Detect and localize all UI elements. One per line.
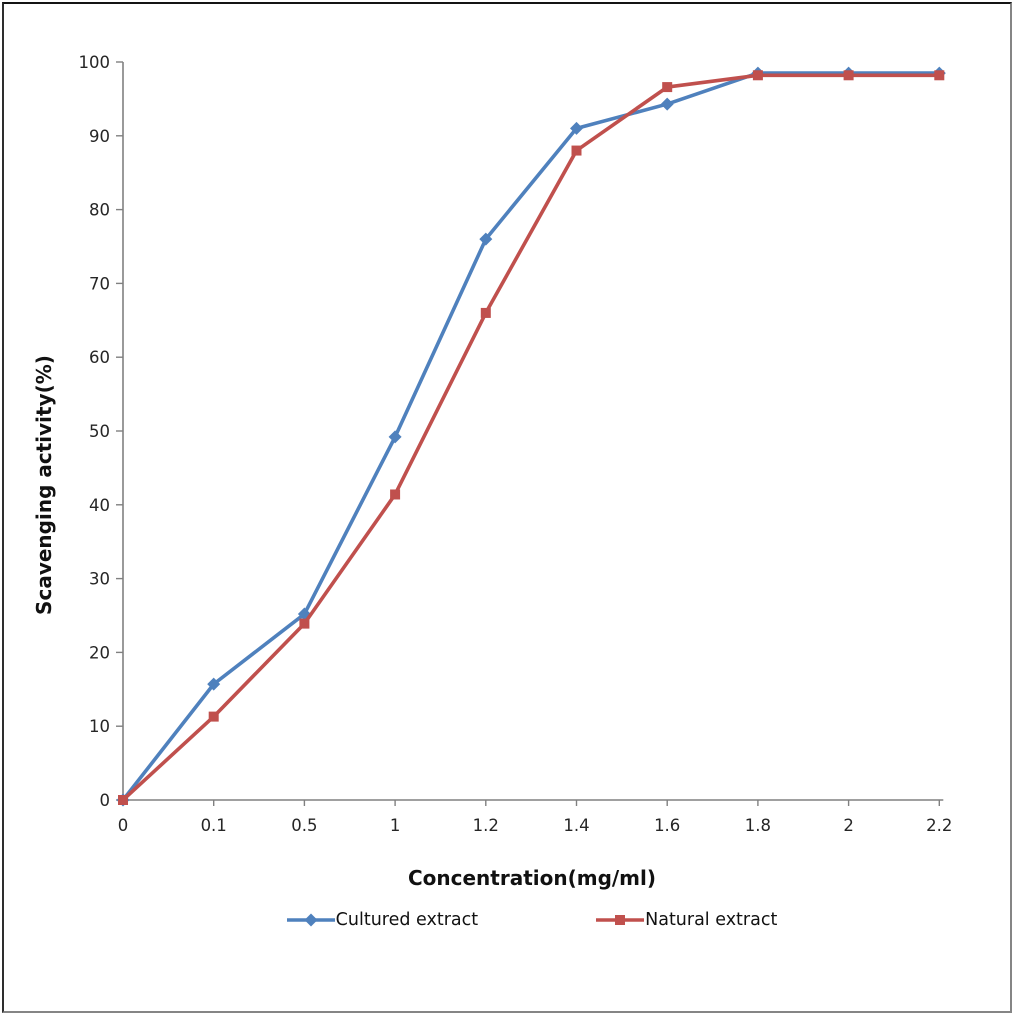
x-tick-label: 1.2 xyxy=(473,816,499,835)
data-point-natural-extract xyxy=(208,711,219,722)
data-point-cultured-extract xyxy=(207,677,221,691)
legend-square-icon xyxy=(615,915,626,925)
data-point-cultured-extract xyxy=(479,232,493,246)
series-line-natural-extract xyxy=(121,73,942,802)
y-tick-label: 10 xyxy=(89,717,110,736)
x-tick-label: 1 xyxy=(390,816,401,835)
y-tick-label: 90 xyxy=(89,127,110,146)
legend-item-cultured-extract: Cultured extract xyxy=(286,910,479,930)
legend-diamond-icon xyxy=(304,913,318,927)
legend-label: Natural extract xyxy=(645,910,778,930)
x-tick-label: 1.4 xyxy=(563,816,589,835)
data-point-cultured-extract xyxy=(660,97,674,111)
series-cultured-extract xyxy=(116,66,946,807)
x-tick-label: 1.6 xyxy=(654,816,680,835)
legend: Cultured extract Natural extract xyxy=(123,910,941,930)
data-point-natural-extract xyxy=(934,70,945,81)
plot-area: 0 10 20 30 40 50 60 70 80 90 100 0 0.1 0.5 1 1.2 1.4 1.6 1… xyxy=(79,53,953,835)
series-natural-extract xyxy=(118,70,945,805)
data-point-natural-extract xyxy=(662,82,673,93)
x-tick-label: 0 xyxy=(118,816,129,835)
data-point-natural-extract xyxy=(843,70,854,81)
x-tick-label: 2.2 xyxy=(926,816,952,835)
series-line-cultured-extract xyxy=(121,71,942,802)
data-point-natural-extract xyxy=(571,145,582,156)
data-point-natural-extract xyxy=(118,795,128,805)
data-point-natural-extract xyxy=(299,618,310,629)
x-tick-label: 0.1 xyxy=(201,816,227,835)
y-tick-label: 0 xyxy=(100,791,111,810)
legend-label: Cultured extract xyxy=(335,910,479,930)
x-tick-label: 0.5 xyxy=(291,816,317,835)
y-tick-label: 30 xyxy=(89,570,110,589)
data-point-cultured-extract xyxy=(570,121,583,135)
legend-item-natural-extract: Natural extract xyxy=(596,910,777,930)
y-tick-label: 70 xyxy=(89,274,110,293)
y-tick-label: 50 xyxy=(89,422,110,441)
y-tick-label: 80 xyxy=(89,201,110,220)
x-axis-title: Concentration(mg/ml) xyxy=(407,866,657,890)
x-tick-label: 1.8 xyxy=(745,816,771,835)
y-tick-label: 60 xyxy=(89,348,110,367)
y-tick-label: 40 xyxy=(89,496,110,515)
legend-marker-square-icon xyxy=(596,915,645,925)
data-point-natural-extract xyxy=(480,307,491,318)
data-point-natural-extract xyxy=(752,70,763,81)
legend-marker-diamond-icon xyxy=(286,913,335,927)
y-tick-label: 100 xyxy=(79,53,111,72)
data-point-natural-extract xyxy=(390,489,401,500)
data-point-cultured-extract xyxy=(388,430,402,444)
x-tick-label: 2 xyxy=(843,816,854,835)
y-tick-label: 20 xyxy=(89,643,110,662)
